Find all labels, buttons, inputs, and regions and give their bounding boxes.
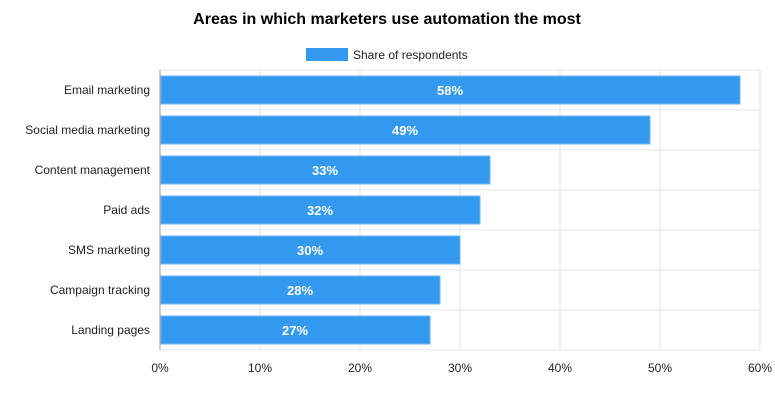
bar (160, 115, 651, 145)
chart-title: Areas in which marketers use automation … (193, 11, 581, 28)
data-label: 49% (392, 123, 418, 138)
x-tick-label: 50% (648, 361, 672, 375)
category-label: Email marketing (64, 83, 150, 97)
x-tick-label: 40% (548, 361, 572, 375)
bar (160, 75, 741, 105)
category-label: Social media marketing (25, 123, 150, 137)
category-label: Landing pages (71, 323, 150, 337)
bars (160, 75, 741, 345)
legend-label: Share of respondents (353, 48, 468, 62)
x-tick-label: 60% (748, 361, 772, 375)
bar (160, 275, 441, 305)
x-tick-label: 20% (348, 361, 372, 375)
category-label: SMS marketing (68, 243, 150, 257)
x-tick-label: 30% (448, 361, 472, 375)
category-labels: Email marketing Social media marketing Con… (25, 83, 150, 337)
x-tick-label: 0% (151, 361, 169, 375)
bar (160, 235, 461, 265)
category-label: Content management (35, 163, 151, 177)
bar (160, 195, 481, 225)
data-label: 28% (287, 283, 313, 298)
x-tick-labels: 0% 10% 20% 30% 40% 50% 60% (151, 361, 772, 375)
data-label: 27% (282, 323, 308, 338)
category-label: Campaign tracking (50, 283, 150, 297)
data-label: 32% (307, 203, 333, 218)
legend-swatch (306, 48, 348, 61)
data-labels: 58% 49% 33% 32% 30% 28% 27% (282, 83, 463, 338)
bar (160, 315, 431, 345)
x-tick-label: 10% (248, 361, 272, 375)
legend: Share of respondents (306, 48, 468, 62)
data-label: 58% (437, 83, 463, 98)
grid (159, 69, 761, 351)
bar (160, 155, 491, 185)
data-label: 30% (297, 243, 323, 258)
category-label: Paid ads (103, 203, 150, 217)
data-label: 33% (312, 163, 338, 178)
